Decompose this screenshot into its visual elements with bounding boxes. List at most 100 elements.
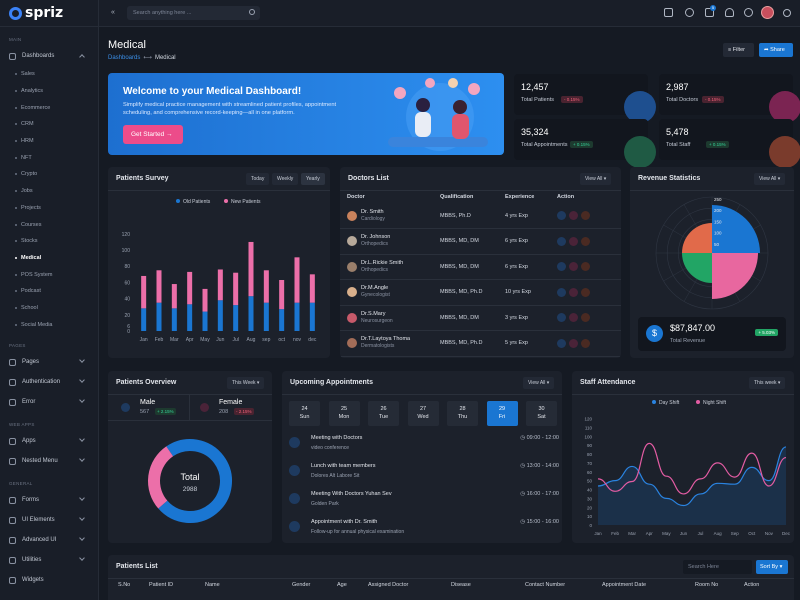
female-stat: Female 208 - 2.15% <box>190 395 272 421</box>
filter-button[interactable]: ≡ Filter <box>723 43 754 57</box>
sidebar-item-jobs[interactable]: Jobs <box>0 183 98 200</box>
sort-by-button[interactable]: Sort By ▾ <box>756 560 788 574</box>
sidebar-item-crm[interactable]: CRM <box>0 116 98 133</box>
y-tick: 0 <box>127 329 130 335</box>
nav-ui-elements[interactable]: UI Elements <box>0 510 98 530</box>
calendar-day[interactable]: 28 Thu <box>447 401 478 426</box>
delete-icon[interactable] <box>581 287 590 297</box>
sidebar-item-school[interactable]: School <box>0 300 98 317</box>
edit-icon[interactable] <box>569 262 578 272</box>
sidebar-item-courses[interactable]: Courses <box>0 216 98 233</box>
edit-icon[interactable] <box>569 338 578 348</box>
doctor-row[interactable]: Dr.L.Rickie Smith Orthopedics MBBS, MD, D… <box>340 254 621 280</box>
calendar-day[interactable]: 27 Wed <box>407 401 439 426</box>
get-started-button[interactable]: Get Started → <box>123 125 183 144</box>
edit-icon[interactable] <box>569 313 578 323</box>
tab-yearly[interactable]: Yearly <box>301 173 325 185</box>
nav-advanced-ui[interactable]: Advanced UI <box>0 530 98 550</box>
doctor-row[interactable]: Dr.S.Mary Neurosurgeon MBBS, MD, DM 3 yrs… <box>340 305 621 331</box>
delete-icon[interactable] <box>581 338 590 348</box>
patients-search-input[interactable]: Search Here <box>683 560 752 574</box>
sidebar-item-pos-system[interactable]: POS System <box>0 266 98 283</box>
overview-period-dropdown[interactable]: This Week ▾ <box>227 377 265 389</box>
sidebar-item-sales[interactable]: Sales <box>0 66 98 83</box>
cart-icon[interactable] <box>705 8 714 17</box>
legend-swatch <box>696 400 700 404</box>
settings-gear-icon[interactable] <box>744 8 753 17</box>
polar-r-tick: 150 <box>714 219 722 224</box>
appointment-item[interactable]: Appointment with Dr. Smith Follow-up for … <box>289 517 559 543</box>
doctors-view-all-button[interactable]: View All ▾ <box>580 173 612 185</box>
bell-icon[interactable] <box>725 8 734 17</box>
breadcrumb-parent[interactable]: Dashboards <box>108 55 141 61</box>
bullet-icon <box>15 73 17 76</box>
sidebar-item-medical[interactable]: Medical <box>0 250 98 267</box>
search-input[interactable]: Search anything here ... <box>127 6 260 20</box>
apps-grid-icon[interactable] <box>783 9 791 17</box>
doctor-row[interactable]: Dr. Smith Cardiology MBBS, Ph.D 4 yrs Exp <box>340 203 621 229</box>
nav-utilities[interactable]: Utilities <box>0 550 98 570</box>
day-weekday: Mon <box>338 414 350 420</box>
view-icon[interactable] <box>557 338 566 348</box>
appointments-view-all-button[interactable]: View All ▾ <box>523 377 555 389</box>
edit-icon[interactable] <box>569 287 578 297</box>
day-number: 26 <box>380 406 387 412</box>
view-icon[interactable] <box>557 211 566 220</box>
delete-icon[interactable] <box>581 262 590 272</box>
delete-icon[interactable] <box>581 236 590 246</box>
nav-apps[interactable]: Apps <box>0 431 98 451</box>
sidebar-item-stocks[interactable]: Stocks <box>0 233 98 250</box>
appointment-item[interactable]: Meeting with Doctors video conference ◷ 09… <box>289 433 559 459</box>
sidebar-item-social-media[interactable]: Social Media <box>0 316 98 333</box>
nav-error[interactable]: Error <box>0 392 98 412</box>
legend-swatch <box>176 199 180 203</box>
sidebar-item-crypto[interactable]: Crypto <box>0 166 98 183</box>
sidebar-toggle-icon[interactable]: « <box>111 9 115 16</box>
tab-today[interactable]: Today <box>246 173 270 185</box>
edit-icon[interactable] <box>569 211 578 220</box>
nav-nested-menu[interactable]: Nested Menu <box>0 451 98 471</box>
legend-label: New Patients <box>231 199 261 205</box>
tab-weekly[interactable]: Weekly <box>272 173 299 185</box>
doctor-row[interactable]: Dr.M.Angle Gynecologist MBBS, MD, Ph.D 10… <box>340 279 621 306</box>
doctor-row[interactable]: Dr.T.Laytoya Thoma Dermatologists MBBS, M… <box>340 330 621 357</box>
sidebar-item-hrm[interactable]: HRM <box>0 133 98 150</box>
view-icon[interactable] <box>557 262 566 272</box>
sidebar-item-podcast[interactable]: Podcast <box>0 283 98 300</box>
delete-icon[interactable] <box>581 313 590 323</box>
x-tick: May <box>200 337 210 343</box>
edit-icon[interactable] <box>569 236 578 246</box>
calendar-day[interactable]: 30 Sat <box>526 401 557 426</box>
sidebar-item-projects[interactable]: Projects <box>0 200 98 217</box>
user-avatar[interactable] <box>761 6 774 19</box>
appointment-item[interactable]: Lunch with team members Dolores Alt Labor… <box>289 461 559 487</box>
sun-icon[interactable] <box>685 8 694 17</box>
share-button[interactable]: ➦ Share <box>759 43 793 57</box>
calendar-day[interactable]: 29 Fri <box>486 401 518 426</box>
delete-icon[interactable] <box>581 211 590 220</box>
male-stat: Male 567 + 2.15% <box>108 395 190 421</box>
sort-by-label: Sort By <box>760 564 779 570</box>
nav-widgets[interactable]: Widgets <box>0 570 98 590</box>
female-label: Female <box>219 399 243 406</box>
appointment-item[interactable]: Meeting With Doctors Yuhan Sev Golden Par… <box>289 489 559 515</box>
bar-new <box>156 270 162 303</box>
brand-logo[interactable]: spriz <box>0 0 98 27</box>
nav-pages[interactable]: Pages <box>0 352 98 372</box>
nav-forms[interactable]: Forms <box>0 490 98 510</box>
nav-authentication[interactable]: Authentication <box>0 372 98 392</box>
view-icon[interactable] <box>557 287 566 297</box>
calendar-day[interactable]: 24 Sun <box>289 401 320 426</box>
sidebar-item-nft[interactable]: NFT <box>0 149 98 166</box>
view-icon[interactable] <box>557 313 566 323</box>
attendance-period-dropdown[interactable]: This week ▾ <box>749 377 786 389</box>
sidebar-item-analytics[interactable]: Analytics <box>0 83 98 100</box>
calendar-day[interactable]: 25 Mon <box>328 401 360 426</box>
revenue-view-all-button[interactable]: View All ▾ <box>754 173 786 185</box>
view-icon[interactable] <box>557 236 566 246</box>
nav-dashboards[interactable]: Dashboards <box>0 46 98 66</box>
doctor-row[interactable]: Dr. Johnson Orthopedics MBBS, MD, DM 6 yr… <box>340 228 621 255</box>
sidebar-item-ecommerce[interactable]: Ecommerce <box>0 99 98 116</box>
language-icon[interactable] <box>664 8 673 17</box>
calendar-day[interactable]: 26 Tue <box>368 401 399 426</box>
